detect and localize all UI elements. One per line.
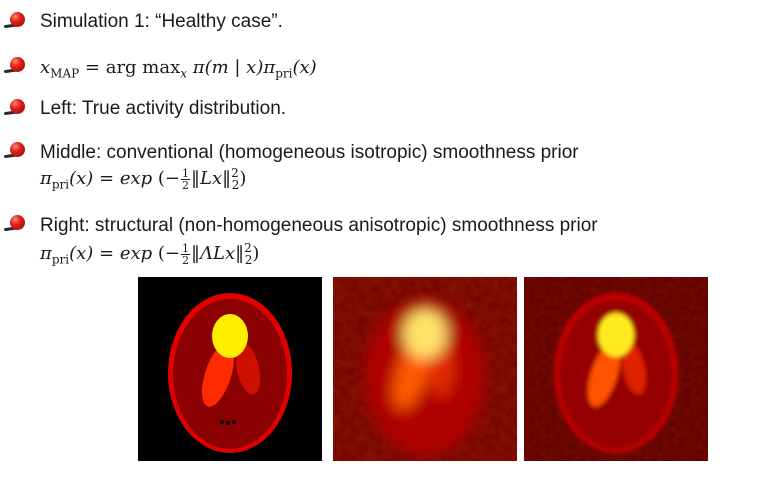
bullet-middle-description: Middle: conventional (homogeneous isotro… [40,142,579,163]
bullet-icon [3,142,25,159]
prior-formula-structural: πpri(x) = exp (− 1 2 ‖ΛLx‖22) [40,241,260,267]
conventional-prior-image [333,277,517,461]
bullet-left-description: Left: True activity distribution. [40,98,287,119]
prior-formula-conventional: πpri(x) = exp (− 1 2 ‖Lx‖22) [40,166,247,192]
true-activity-image [138,277,322,461]
bullet-icon [3,57,25,74]
bullet-icon [3,99,25,116]
xmap-formula: xMAP = arg maxx π(m | x)πpri(x) [40,57,317,81]
bullet-icon [3,215,25,232]
bullet-icon [3,12,25,29]
bullet-simulation-title: Simulation 1: “Healthy case”. [40,11,283,32]
structural-prior-image [524,277,708,461]
bullet-right-description: Right: structural (non-homogeneous aniso… [40,215,598,236]
